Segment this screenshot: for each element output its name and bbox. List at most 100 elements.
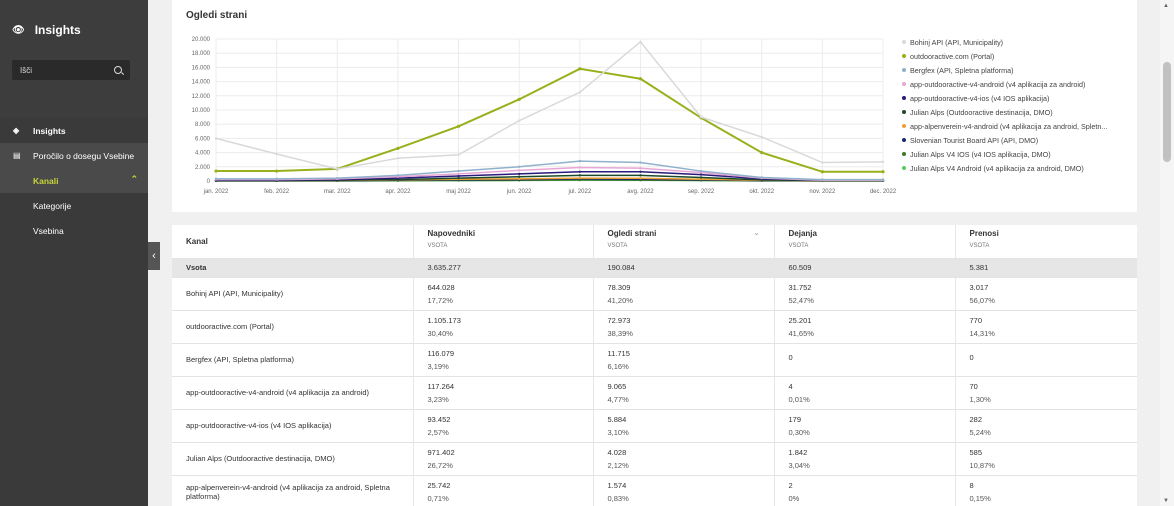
cell-value: 9.065 xyxy=(607,381,627,391)
table-row[interactable]: outdooractive.com (Portal) 1.105.173 30,40… xyxy=(172,309,1137,343)
row-cell: 3.017 56,07% xyxy=(955,276,1137,310)
legend-label: Julian Alps V4 Android (v4 aplikacija za… xyxy=(910,163,1084,173)
series-line xyxy=(215,40,884,170)
row-cell: 72.973 38,39% xyxy=(593,309,775,343)
data-point xyxy=(517,165,521,168)
data-point xyxy=(699,115,703,119)
table-row[interactable]: Julian Alps (Outdooractive destinacija, … xyxy=(172,441,1137,475)
table-row[interactable]: app-alpenverein-v4-android (v4 aplikacij… xyxy=(172,474,1137,506)
y-tick-label: 18.000 xyxy=(192,51,211,57)
data-point xyxy=(578,170,582,173)
cell-value: 5.884 xyxy=(607,414,627,424)
scroll-down-icon[interactable]: ▼ xyxy=(1163,498,1169,504)
col-header-dejanja[interactable]: Dejanja VSOTA xyxy=(774,225,956,258)
chart-card: Ogledi strani 20.000 18.000 16.000 14.000 12… xyxy=(172,0,1137,212)
table-row[interactable]: app-outdooractive-v4-ios (v4 IOS aplikac… xyxy=(172,408,1137,442)
cell-percent: 2,12% xyxy=(607,460,629,470)
col-header-label: Kanal xyxy=(186,236,208,246)
cell-value: 644.028 xyxy=(427,282,455,292)
sidebar-item-kanali[interactable]: Kanali ⌃ xyxy=(0,168,148,193)
row-cell: 116.079 3,19% xyxy=(413,342,594,376)
data-point xyxy=(578,176,582,180)
row-cell: 971.402 26,72% xyxy=(413,441,594,475)
sum-label: Vsota xyxy=(172,257,414,277)
col-header-ogledi-strani[interactable]: ⌄ Ogledi strani VSOTA xyxy=(593,225,775,258)
cell-percent: 0,71% xyxy=(427,493,449,503)
col-header-prenosi[interactable]: Prenosi VSOTA xyxy=(955,225,1137,258)
data-point xyxy=(639,40,642,44)
legend-label: app-alpenverein-v4-android (v4 aplikacij… xyxy=(910,121,1108,131)
cell-percent: 0,83% xyxy=(607,493,629,503)
data-point xyxy=(639,174,642,177)
legend-item[interactable]: app-outdooractive-v4-ios (v4 IOS aplikac… xyxy=(902,91,1107,105)
y-tick-label: 6.000 xyxy=(195,136,211,142)
sort-icon[interactable]: ⌄ xyxy=(753,230,760,237)
data-point xyxy=(396,146,400,150)
y-tick-label: 0 xyxy=(207,179,211,185)
legend-item[interactable]: Bergfex (API, Spletna platforma) xyxy=(902,63,1107,77)
legend-item[interactable]: Julian Alps (Outdooractive destinacija, … xyxy=(902,105,1107,119)
cell-value: 585 xyxy=(969,447,983,457)
cell-value: 3.017 xyxy=(969,282,989,292)
legend-item[interactable]: app-alpenverein-v4-android (v4 aplikacij… xyxy=(902,119,1107,133)
data-point xyxy=(760,176,763,179)
legend-item[interactable]: app-outdooractive-v4-android (v4 aplikac… xyxy=(902,77,1107,91)
chevron-up-icon[interactable]: ⌃ xyxy=(130,174,138,184)
row-cell: 644.028 17,72% xyxy=(413,276,594,310)
legend-marker xyxy=(902,54,906,58)
col-header-sub: VSOTA xyxy=(607,243,628,249)
col-header-label: Ogledi strani xyxy=(607,229,657,238)
line-chart: 20.000 18.000 16.000 14.000 12.000 10.000 8.00… xyxy=(192,37,897,195)
sidebar-item-vsebina[interactable]: Vsebina xyxy=(0,218,148,243)
sidebar-item-label: Kategorije xyxy=(33,200,72,211)
page-scrollbar[interactable]: ▲ ▼ xyxy=(1160,0,1174,506)
search-input[interactable]: Išči xyxy=(12,60,130,80)
scrollbar-thumb[interactable] xyxy=(1163,62,1171,162)
sidebar-item-kategorije[interactable]: Kategorije xyxy=(0,193,148,218)
table-row[interactable]: app-outdooractive-v4-android (v4 aplikac… xyxy=(172,375,1137,409)
data-point xyxy=(760,151,764,155)
x-tick-label: feb. 2022 xyxy=(264,189,290,195)
col-header-napovedniki[interactable]: Napovedniki VSOTA xyxy=(413,225,594,258)
data-point xyxy=(699,176,703,179)
scroll-up-icon[interactable]: ▲ xyxy=(1163,3,1169,9)
row-cell: 25.201 41,65% xyxy=(774,309,956,343)
cell-value: 179 xyxy=(788,414,802,424)
data-point xyxy=(396,157,400,160)
legend-item[interactable]: Julian Alps V4 IOS (v4 IOS aplikacija, D… xyxy=(902,147,1107,161)
row-cell: 8 0,15% xyxy=(955,474,1137,506)
data-point xyxy=(457,174,460,178)
sidebar-item-insights[interactable]: ◈ Insights xyxy=(0,118,148,143)
data-point xyxy=(517,177,521,181)
legend-item[interactable]: Bohinj API (API, Municipality) xyxy=(902,35,1107,49)
row-cell: 2 0% xyxy=(774,474,956,506)
data-point xyxy=(881,160,885,164)
legend-item[interactable]: Julian Alps V4 Android (v4 aplikacija za… xyxy=(902,161,1107,175)
data-point xyxy=(336,167,339,171)
table-sum-row: Vsota 3.635.277 190.084 60.509 5.381 xyxy=(172,257,1137,277)
row-channel-name: Julian Alps (Outdooractive destinacija, … xyxy=(172,441,414,475)
cell-value: 78.309 xyxy=(607,282,631,292)
data-table-card: Kanal Napovedniki VSOTA ⌄ Ogledi strani VSO… xyxy=(172,225,1137,506)
data-point xyxy=(760,135,763,139)
x-tick-label: okt. 2022 xyxy=(749,189,774,195)
row-cell: 4.028 2,12% xyxy=(593,441,775,475)
row-cell: 31.752 52,47% xyxy=(774,276,956,310)
cell-percent: 30,40% xyxy=(427,328,453,338)
col-header-kanal[interactable]: Kanal xyxy=(172,225,414,258)
table-row[interactable]: Bergfex (API, Spletna platforma) 116.079 3… xyxy=(172,342,1137,376)
legend-label: Julian Alps V4 IOS (v4 IOS aplikacija, D… xyxy=(910,149,1051,159)
brand[interactable]: 👁 Insights xyxy=(12,23,81,37)
cell-percent: 2,57% xyxy=(427,427,449,437)
collapse-sidebar-button[interactable]: ‹ xyxy=(148,242,160,270)
legend-item[interactable]: Slovenian Tourist Board API (API, DMO) xyxy=(902,133,1107,147)
sidebar-item-label: Vsebina xyxy=(33,225,64,236)
search-icon[interactable] xyxy=(114,66,122,74)
table-row[interactable]: Bohinj API (API, Municipality) 644.028 17,… xyxy=(172,276,1137,310)
data-point xyxy=(881,170,885,174)
legend-item[interactable]: outdooractive.com (Portal) xyxy=(902,49,1107,63)
data-point xyxy=(638,77,643,81)
sidebar: 👁 Insights Išči ◈ Insights ▤ Poročilo o … xyxy=(0,0,148,506)
sidebar-item-porocilo[interactable]: ▤ Poročilo o dosegu Vsebine xyxy=(0,143,148,168)
x-tick-label: apr. 2022 xyxy=(385,189,411,195)
